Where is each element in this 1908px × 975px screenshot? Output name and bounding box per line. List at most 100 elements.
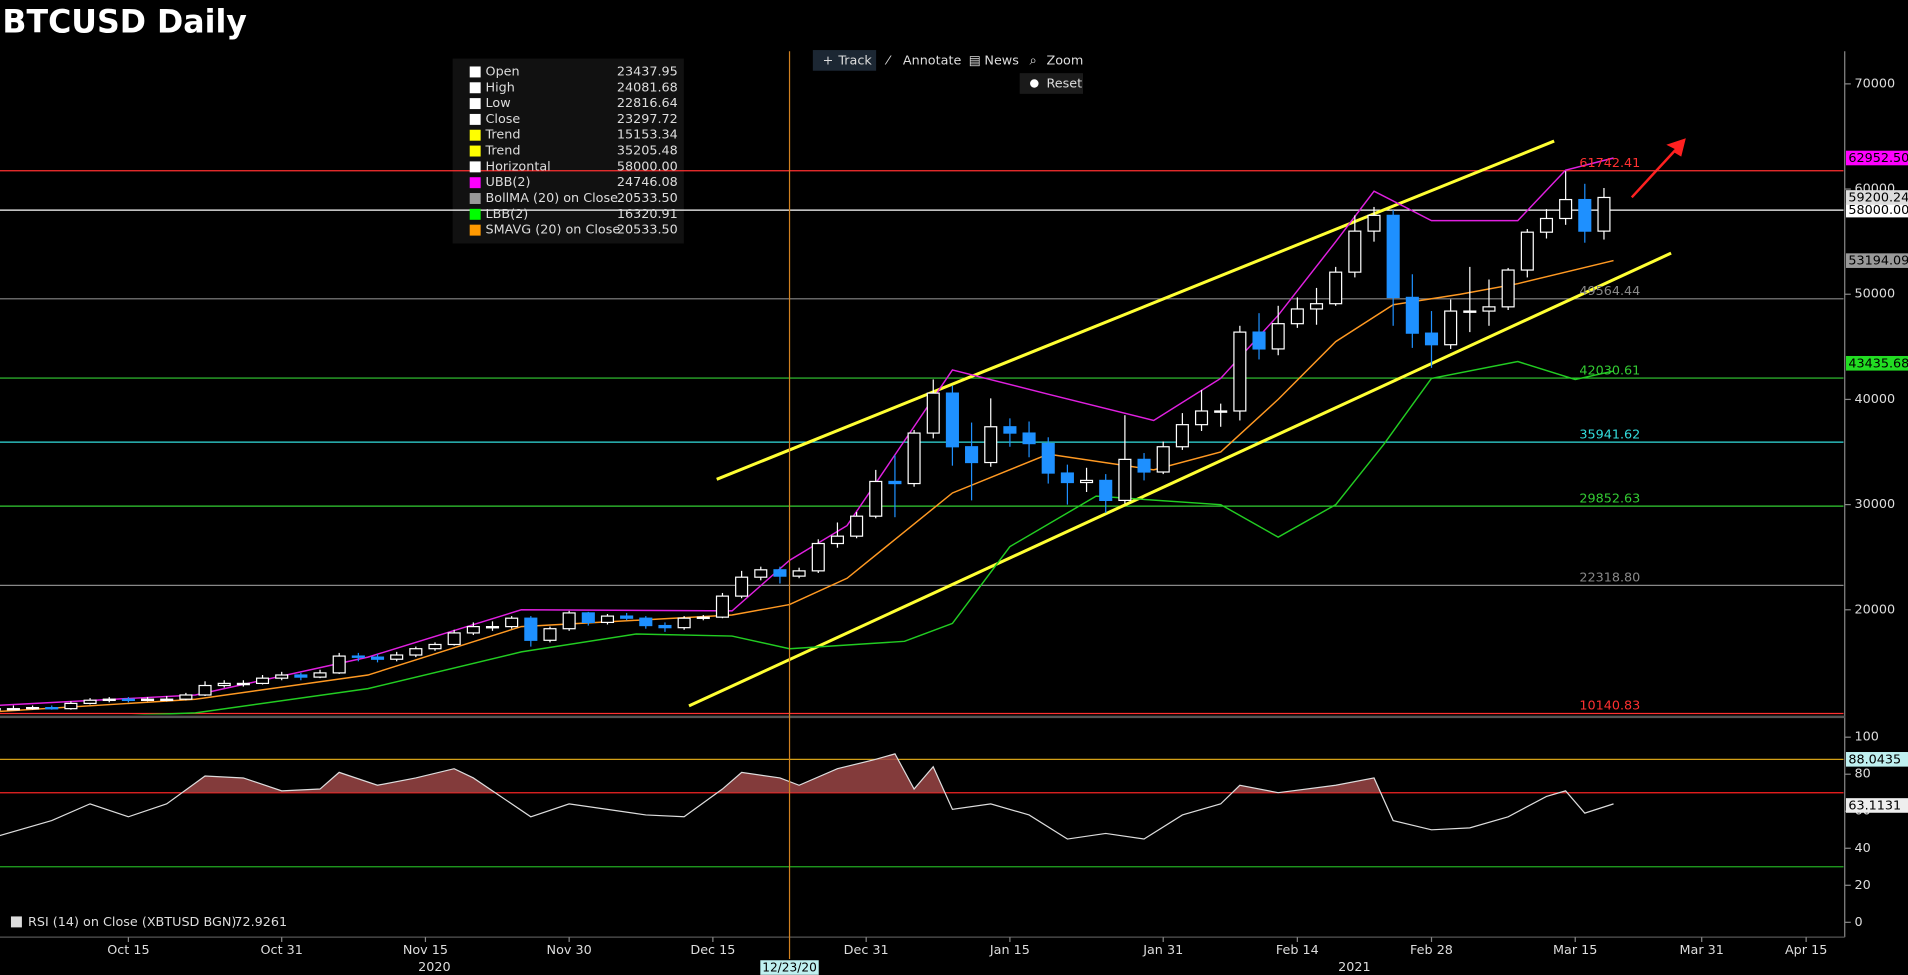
x-tick-label: Apr 15 — [1785, 943, 1827, 958]
legend-value: 23297.72 — [617, 112, 678, 127]
x-tick-label: Feb 28 — [1410, 943, 1453, 958]
value-box-label: 43435.68 — [1848, 356, 1908, 371]
trend-line — [688, 251, 1672, 708]
legend-value: 16320.91 — [617, 207, 678, 222]
x-tick-label: Jan 31 — [1142, 943, 1183, 958]
candle-body — [198, 684, 212, 696]
legend-swatch — [469, 224, 481, 236]
value-box — [1845, 190, 1908, 205]
y-tick-label: 0 — [1854, 915, 1862, 930]
toolbar-item[interactable]: Zoom — [1046, 53, 1083, 68]
candle-body — [294, 674, 308, 678]
level-label: 29852.63 — [1579, 491, 1640, 506]
candle-body — [1214, 410, 1228, 413]
candle-body — [1022, 432, 1036, 445]
x-tick-label: Dec 31 — [844, 943, 889, 958]
rsi-legend-bg — [2, 910, 295, 935]
legend-swatch — [469, 98, 481, 110]
value-box-label: 59200.24 — [1848, 191, 1908, 206]
legend-name: Open — [486, 64, 520, 79]
legend-swatch — [469, 193, 481, 204]
candle-body — [236, 682, 250, 686]
level-label: 49564.44 — [1579, 284, 1640, 299]
value-box-label: 53194.09 — [1848, 254, 1908, 269]
legend-name: Horizontal — [486, 159, 551, 174]
legend-name: Trend — [485, 144, 521, 159]
candle-body — [562, 612, 576, 630]
toolbar-item[interactable]: Annotate — [903, 53, 962, 68]
candle-body — [926, 392, 940, 434]
legend-swatch — [469, 113, 481, 125]
legend-swatch — [469, 129, 481, 141]
candle-body — [1539, 217, 1554, 233]
candle-body — [658, 624, 672, 629]
candle-body — [773, 569, 787, 577]
candle-body — [543, 628, 557, 641]
candle-body — [1482, 306, 1496, 312]
candle-body — [1290, 308, 1304, 325]
candle-body — [715, 595, 730, 618]
candle-body — [1405, 296, 1419, 334]
candle-body — [869, 480, 883, 517]
rsi-panel — [0, 753, 1844, 868]
y-tick-label: 50000 — [1854, 287, 1895, 302]
candle-body — [141, 698, 155, 702]
candle-body — [179, 694, 193, 700]
candle-body — [83, 699, 97, 705]
legend-value: 35205.48 — [617, 144, 678, 159]
candle-body — [792, 570, 806, 577]
candle-body — [1233, 331, 1247, 412]
legend-swatch — [469, 145, 481, 157]
candle-body — [1520, 231, 1534, 271]
legend-value: 58000.00 — [617, 159, 678, 174]
candle-body — [6, 708, 20, 711]
chart-title: BTCUSD Daily — [2, 4, 247, 40]
y-tick-label: 30000 — [1854, 497, 1895, 512]
candle-body — [1080, 479, 1094, 484]
toolbar-item[interactable]: News — [984, 53, 1019, 68]
x-tick-label: Oct 15 — [107, 943, 149, 958]
candle-body — [370, 656, 385, 660]
track-icon: + — [823, 53, 834, 68]
legend-name: Close — [486, 112, 521, 127]
legend-value: 15153.34 — [617, 128, 678, 143]
candle-body — [1271, 323, 1285, 350]
legend-value: 24081.68 — [617, 80, 678, 95]
candle-body — [1060, 472, 1074, 484]
level-label: 61742.41 — [1579, 156, 1640, 171]
candle-body — [102, 698, 116, 702]
value-box — [1845, 355, 1908, 371]
candle-body — [1329, 271, 1343, 305]
candle-body — [581, 612, 595, 624]
x-tick-label: Oct 31 — [261, 943, 303, 958]
candle-body — [1578, 198, 1592, 232]
legend-name: Low — [486, 96, 511, 111]
cursor-label: 12/23/20 — [762, 961, 817, 975]
candle-body — [1501, 269, 1515, 308]
reset-label[interactable]: Reset — [1046, 77, 1082, 92]
candle-body — [255, 677, 270, 685]
candle-body — [850, 515, 864, 537]
candle-body — [1367, 214, 1381, 232]
candle-body — [639, 617, 653, 627]
candle-body — [1041, 442, 1055, 474]
level-label: 35941.62 — [1579, 427, 1640, 442]
candle-body — [313, 672, 327, 678]
legend-value: 20533.50 — [617, 223, 678, 238]
rsi-line — [0, 753, 1614, 840]
candle-body — [1099, 479, 1113, 502]
x-tick-label: Mar 15 — [1553, 943, 1597, 958]
candle-body — [390, 654, 404, 660]
toolbar-item[interactable]: Track — [837, 53, 872, 68]
legend-swatch — [469, 82, 481, 94]
y-tick-label: 40000 — [1854, 392, 1895, 407]
reset-button[interactable] — [1019, 73, 1083, 94]
news-icon: ▤ — [969, 53, 981, 68]
track-button[interactable] — [812, 50, 877, 71]
legend-value: 24746.08 — [617, 175, 678, 190]
reset-icon — [1030, 79, 1039, 88]
x-tick-label: Nov 30 — [547, 943, 592, 958]
candle-body — [1386, 214, 1400, 298]
price-panel — [0, 139, 1844, 715]
